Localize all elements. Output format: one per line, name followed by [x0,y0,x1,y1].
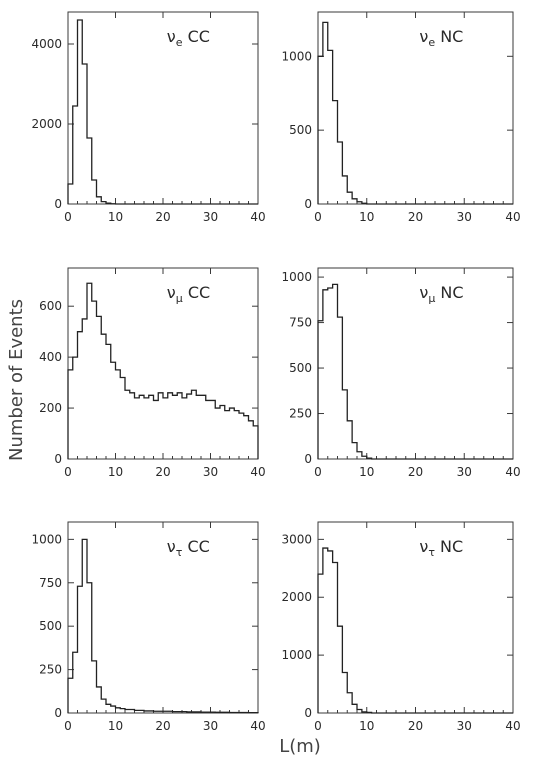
plot-frame [317,267,514,460]
x-tick-label: 10 [108,210,123,224]
x-tick-label: 30 [203,210,218,224]
plot-frame [317,11,514,205]
y-tick-label: 500 [39,619,62,633]
panel-label-subscript: μ [176,292,183,305]
panel-label-symbol: ν [419,27,428,46]
panel-label-subscript: μ [428,292,435,305]
x-axis-title: L(m) [279,736,321,757]
x-tick-label: 0 [64,719,72,733]
x-tick-label: 30 [203,719,218,733]
y-tick-label: 750 [289,316,312,330]
panel-label: νμ CC [167,283,210,305]
x-tick-label: 20 [408,210,423,224]
x-tick-label: 20 [408,465,423,479]
x-tick-label: 0 [64,465,72,479]
x-tick-label: 10 [359,210,374,224]
panel-label-subscript: τ [176,546,183,559]
x-tick-label: 0 [64,210,72,224]
y-tick-label: 500 [289,361,312,375]
histogram-series [317,547,513,714]
y-tick-label: 1000 [281,49,312,63]
panel-label-type: NC [435,27,463,46]
histogram-panel: 0 10 20 30 40 0 250 500 750 1000 νμ NC [281,267,521,479]
y-tick-label: 2000 [281,590,312,604]
y-tick-label: 1000 [281,648,312,662]
panel-label-symbol: ν [167,283,176,302]
x-tick-label: 40 [505,210,520,224]
panel-label: ντ CC [167,537,210,559]
histogram-series [317,283,513,460]
histogram-panel: 0 10 20 30 40 0 250 500 750 1000 ντ CC [31,521,266,733]
panel-label-symbol: ν [419,283,428,302]
histogram-series [67,538,259,714]
y-tick-label: 4000 [31,37,62,51]
plot-frame [67,267,259,460]
y-tick-label: 400 [39,350,62,364]
x-tick-label: 40 [250,465,265,479]
histogram-panel: 0 10 20 30 40 0 500 1000 νe NC [281,11,521,224]
panel-label-subscript: τ [428,546,435,559]
x-tick-label: 0 [314,210,322,224]
panel-label-symbol: ν [419,537,428,556]
y-tick-label: 0 [54,197,62,211]
y-tick-label: 0 [54,452,62,466]
panel-label: νe NC [419,27,463,49]
x-tick-label: 0 [314,465,322,479]
panel-label-type: CC [183,283,210,302]
x-tick-label: 10 [108,465,123,479]
y-tick-label: 3000 [281,532,312,546]
histogram-series [67,19,258,205]
histogram-panel: 0 10 20 30 40 0 2000 4000 νe CC [31,11,266,224]
x-tick-label: 10 [359,465,374,479]
y-tick-label: 250 [39,663,62,677]
x-tick-label: 20 [408,719,423,733]
y-tick-label: 250 [289,407,312,421]
panel-label-symbol: ν [167,27,176,46]
x-tick-label: 30 [457,719,472,733]
x-tick-label: 20 [155,465,170,479]
x-tick-label: 40 [505,719,520,733]
x-tick-label: 10 [359,719,374,733]
panel-label: νe CC [167,27,210,49]
y-tick-label: 0 [304,452,312,466]
x-tick-label: 30 [203,465,218,479]
y-tick-label: 0 [304,197,312,211]
panel-label-subscript: e [176,36,183,49]
y-tick-label: 1000 [31,532,62,546]
x-tick-label: 40 [250,210,265,224]
x-tick-label: 10 [108,719,123,733]
panel-label-type: NC [435,537,463,556]
panel-label-symbol: ν [167,537,176,556]
panel-label: νμ NC [419,283,463,305]
x-tick-label: 30 [457,465,472,479]
y-tick-label: 600 [39,299,62,313]
y-tick-label: 0 [304,706,312,720]
y-tick-label: 200 [39,401,62,415]
x-tick-label: 40 [250,719,265,733]
y-tick-label: 2000 [31,117,62,131]
histogram-panel: 0 10 20 30 40 0 1000 2000 3000 ντ NC [281,521,521,733]
y-tick-label: 1000 [281,270,312,284]
panel-label-subscript: e [428,36,435,49]
y-tick-label: 0 [54,706,62,720]
x-tick-label: 20 [155,719,170,733]
y-axis-title: Number of Events [6,299,27,461]
histogram-series [317,21,513,205]
x-tick-label: 30 [457,210,472,224]
panel-label-type: CC [182,537,209,556]
y-tick-label: 500 [289,123,312,137]
x-tick-label: 0 [314,719,322,733]
x-tick-label: 40 [505,465,520,479]
panel-label-type: CC [183,27,210,46]
plot-frame [67,11,259,205]
panel-label: ντ NC [419,537,463,559]
histogram-series [67,282,259,459]
x-tick-label: 20 [155,210,170,224]
y-tick-label: 750 [39,576,62,590]
panel-label-type: NC [435,283,463,302]
